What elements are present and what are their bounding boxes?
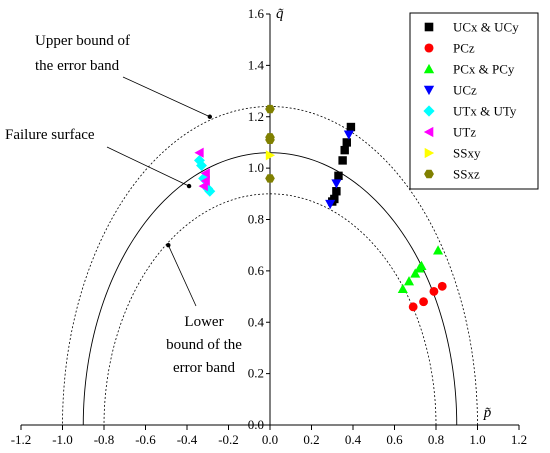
x-tick-label: 0.6 bbox=[386, 432, 403, 447]
legend: UCx & UCy PCz PCx & PCy UCz UTx & UTy UTz SSxy… bbox=[409, 12, 539, 190]
data-point-pcx-pcy bbox=[410, 268, 421, 278]
x-tick-label: -0.2 bbox=[218, 432, 239, 447]
legend-marker-pcx-pcy bbox=[423, 63, 435, 74]
data-points-layer bbox=[193, 104, 447, 312]
annotation-text: bound of the bbox=[166, 337, 242, 353]
annotation-text: Lower bbox=[184, 314, 223, 330]
data-point-ssxz bbox=[265, 135, 275, 145]
y-axis-title: q̃ bbox=[276, 6, 284, 22]
legend-marker-ucz bbox=[423, 85, 435, 96]
annotation-leader-line bbox=[167, 245, 197, 307]
data-point-utz bbox=[200, 168, 210, 179]
x-tick-label: -0.6 bbox=[135, 432, 156, 447]
data-point-utz bbox=[198, 181, 208, 192]
x-tick-label: -1.2 bbox=[11, 432, 32, 447]
annotation-leader-line bbox=[122, 76, 210, 118]
annotation-leader-line bbox=[106, 146, 190, 187]
x-tick-label: 0.8 bbox=[428, 432, 444, 447]
data-point-ucx-ucy bbox=[342, 138, 351, 147]
annotation-text: Failure surface bbox=[5, 127, 95, 143]
x-axis-title: p̃ bbox=[483, 405, 492, 421]
series-utz bbox=[194, 147, 210, 192]
x-tick-label: -0.4 bbox=[177, 432, 198, 447]
legend-marker-ssxz bbox=[424, 169, 434, 179]
data-point-pcx-pcy bbox=[397, 283, 408, 294]
data-point-pcz bbox=[419, 297, 428, 307]
data-point-ssxz bbox=[265, 104, 275, 114]
y-tick-label: 0.2 bbox=[248, 366, 264, 381]
legend-label: PCx & PCy bbox=[453, 62, 515, 77]
series-pcz bbox=[408, 281, 447, 312]
legend-label: SSxz bbox=[453, 167, 480, 182]
legend-marker-ucx-ucy bbox=[424, 22, 434, 32]
data-point-pcx-pcy bbox=[416, 260, 427, 270]
x-tick-label: 1.2 bbox=[511, 432, 527, 447]
data-point-ucz bbox=[331, 179, 342, 189]
data-point-ucx-ucy bbox=[346, 122, 356, 132]
legend-marker-utz bbox=[423, 126, 434, 138]
data-point-utx-uty bbox=[196, 160, 207, 172]
y-tick-label: 1.4 bbox=[248, 57, 265, 72]
annotation-text: error band bbox=[173, 360, 236, 376]
y-tick-label: 0.4 bbox=[248, 314, 265, 329]
x-ticks: -1.2 -1.0 -0.8 -0.6 -0.4 -0.2 0.0 0.2 0.4 0.6 0.8 1… bbox=[11, 425, 527, 447]
data-point-pcx-pcy bbox=[433, 245, 444, 255]
legend-marker-ssxy bbox=[424, 147, 435, 159]
y-tick-label: 1.2 bbox=[248, 109, 264, 124]
annotation-target-dot bbox=[166, 242, 171, 248]
legend-marker-utx-uty bbox=[423, 105, 435, 117]
y-tick-label: 0.0 bbox=[248, 417, 264, 432]
data-point-ucx-ucy bbox=[340, 145, 349, 155]
data-point-utx-uty bbox=[193, 154, 205, 166]
data-point-ucx-ucy bbox=[338, 156, 347, 165]
data-point-pcz bbox=[408, 302, 418, 312]
data-point-ssxy bbox=[265, 150, 276, 161]
legend-label: SSxy bbox=[453, 146, 481, 161]
legend-box bbox=[409, 12, 539, 190]
data-point-ucz bbox=[325, 199, 336, 210]
annotation-target-dot bbox=[186, 183, 192, 189]
x-tick-label: 0.0 bbox=[262, 432, 278, 447]
axes-layer: -1.2 -1.0 -0.8 -0.6 -0.4 -0.2 0.0 0.2 0.4 0.6 0.8 1… bbox=[11, 6, 527, 447]
series-utx-uty bbox=[193, 154, 216, 197]
data-point-pcx-pcy bbox=[403, 276, 415, 286]
y-tick-label: 1.6 bbox=[248, 6, 265, 21]
curve-lower-bound-of-the-error-band bbox=[103, 193, 437, 426]
legend-label: PCz bbox=[453, 41, 475, 56]
legend-marker-pcz bbox=[424, 43, 434, 53]
legend-label: UTz bbox=[453, 125, 476, 140]
annotation-target-dot bbox=[207, 114, 213, 119]
annotations-layer: Upper bound of the error band Failure surf… bbox=[5, 33, 242, 376]
series-ssxz bbox=[265, 104, 275, 183]
series-ucz bbox=[325, 130, 354, 210]
data-point-ucz bbox=[343, 130, 354, 140]
x-tick-label: 1.0 bbox=[469, 432, 485, 447]
legend-label: UCz bbox=[453, 83, 477, 98]
y-ticks: 0.0 0.2 0.4 0.6 0.8 1.0 1.2 1.4 1.6 bbox=[248, 6, 270, 432]
series-pcx-pcy bbox=[397, 245, 444, 294]
legend-label: UTx & UTy bbox=[453, 104, 517, 119]
data-point-ucx-ucy bbox=[334, 171, 343, 181]
x-tick-label: 0.4 bbox=[345, 432, 362, 447]
x-tick-label: -1.0 bbox=[52, 432, 73, 447]
series-ssxy bbox=[265, 150, 276, 161]
data-point-pcz bbox=[437, 281, 447, 291]
legend-label: UCx & UCy bbox=[453, 20, 519, 35]
annotation-text: Upper bound of bbox=[35, 33, 130, 49]
data-point-ssxz bbox=[265, 174, 275, 183]
y-tick-label: 0.6 bbox=[248, 263, 265, 278]
y-tick-label: 1.0 bbox=[248, 160, 264, 175]
annotation-text: the error band bbox=[35, 58, 120, 74]
data-point-ucx-ucy bbox=[332, 187, 341, 196]
data-point-pcz bbox=[429, 287, 439, 296]
data-point-utz bbox=[194, 147, 204, 158]
y-tick-label: 0.8 bbox=[248, 212, 264, 227]
x-tick-label: -0.8 bbox=[94, 432, 115, 447]
x-tick-label: 0.2 bbox=[303, 432, 319, 447]
